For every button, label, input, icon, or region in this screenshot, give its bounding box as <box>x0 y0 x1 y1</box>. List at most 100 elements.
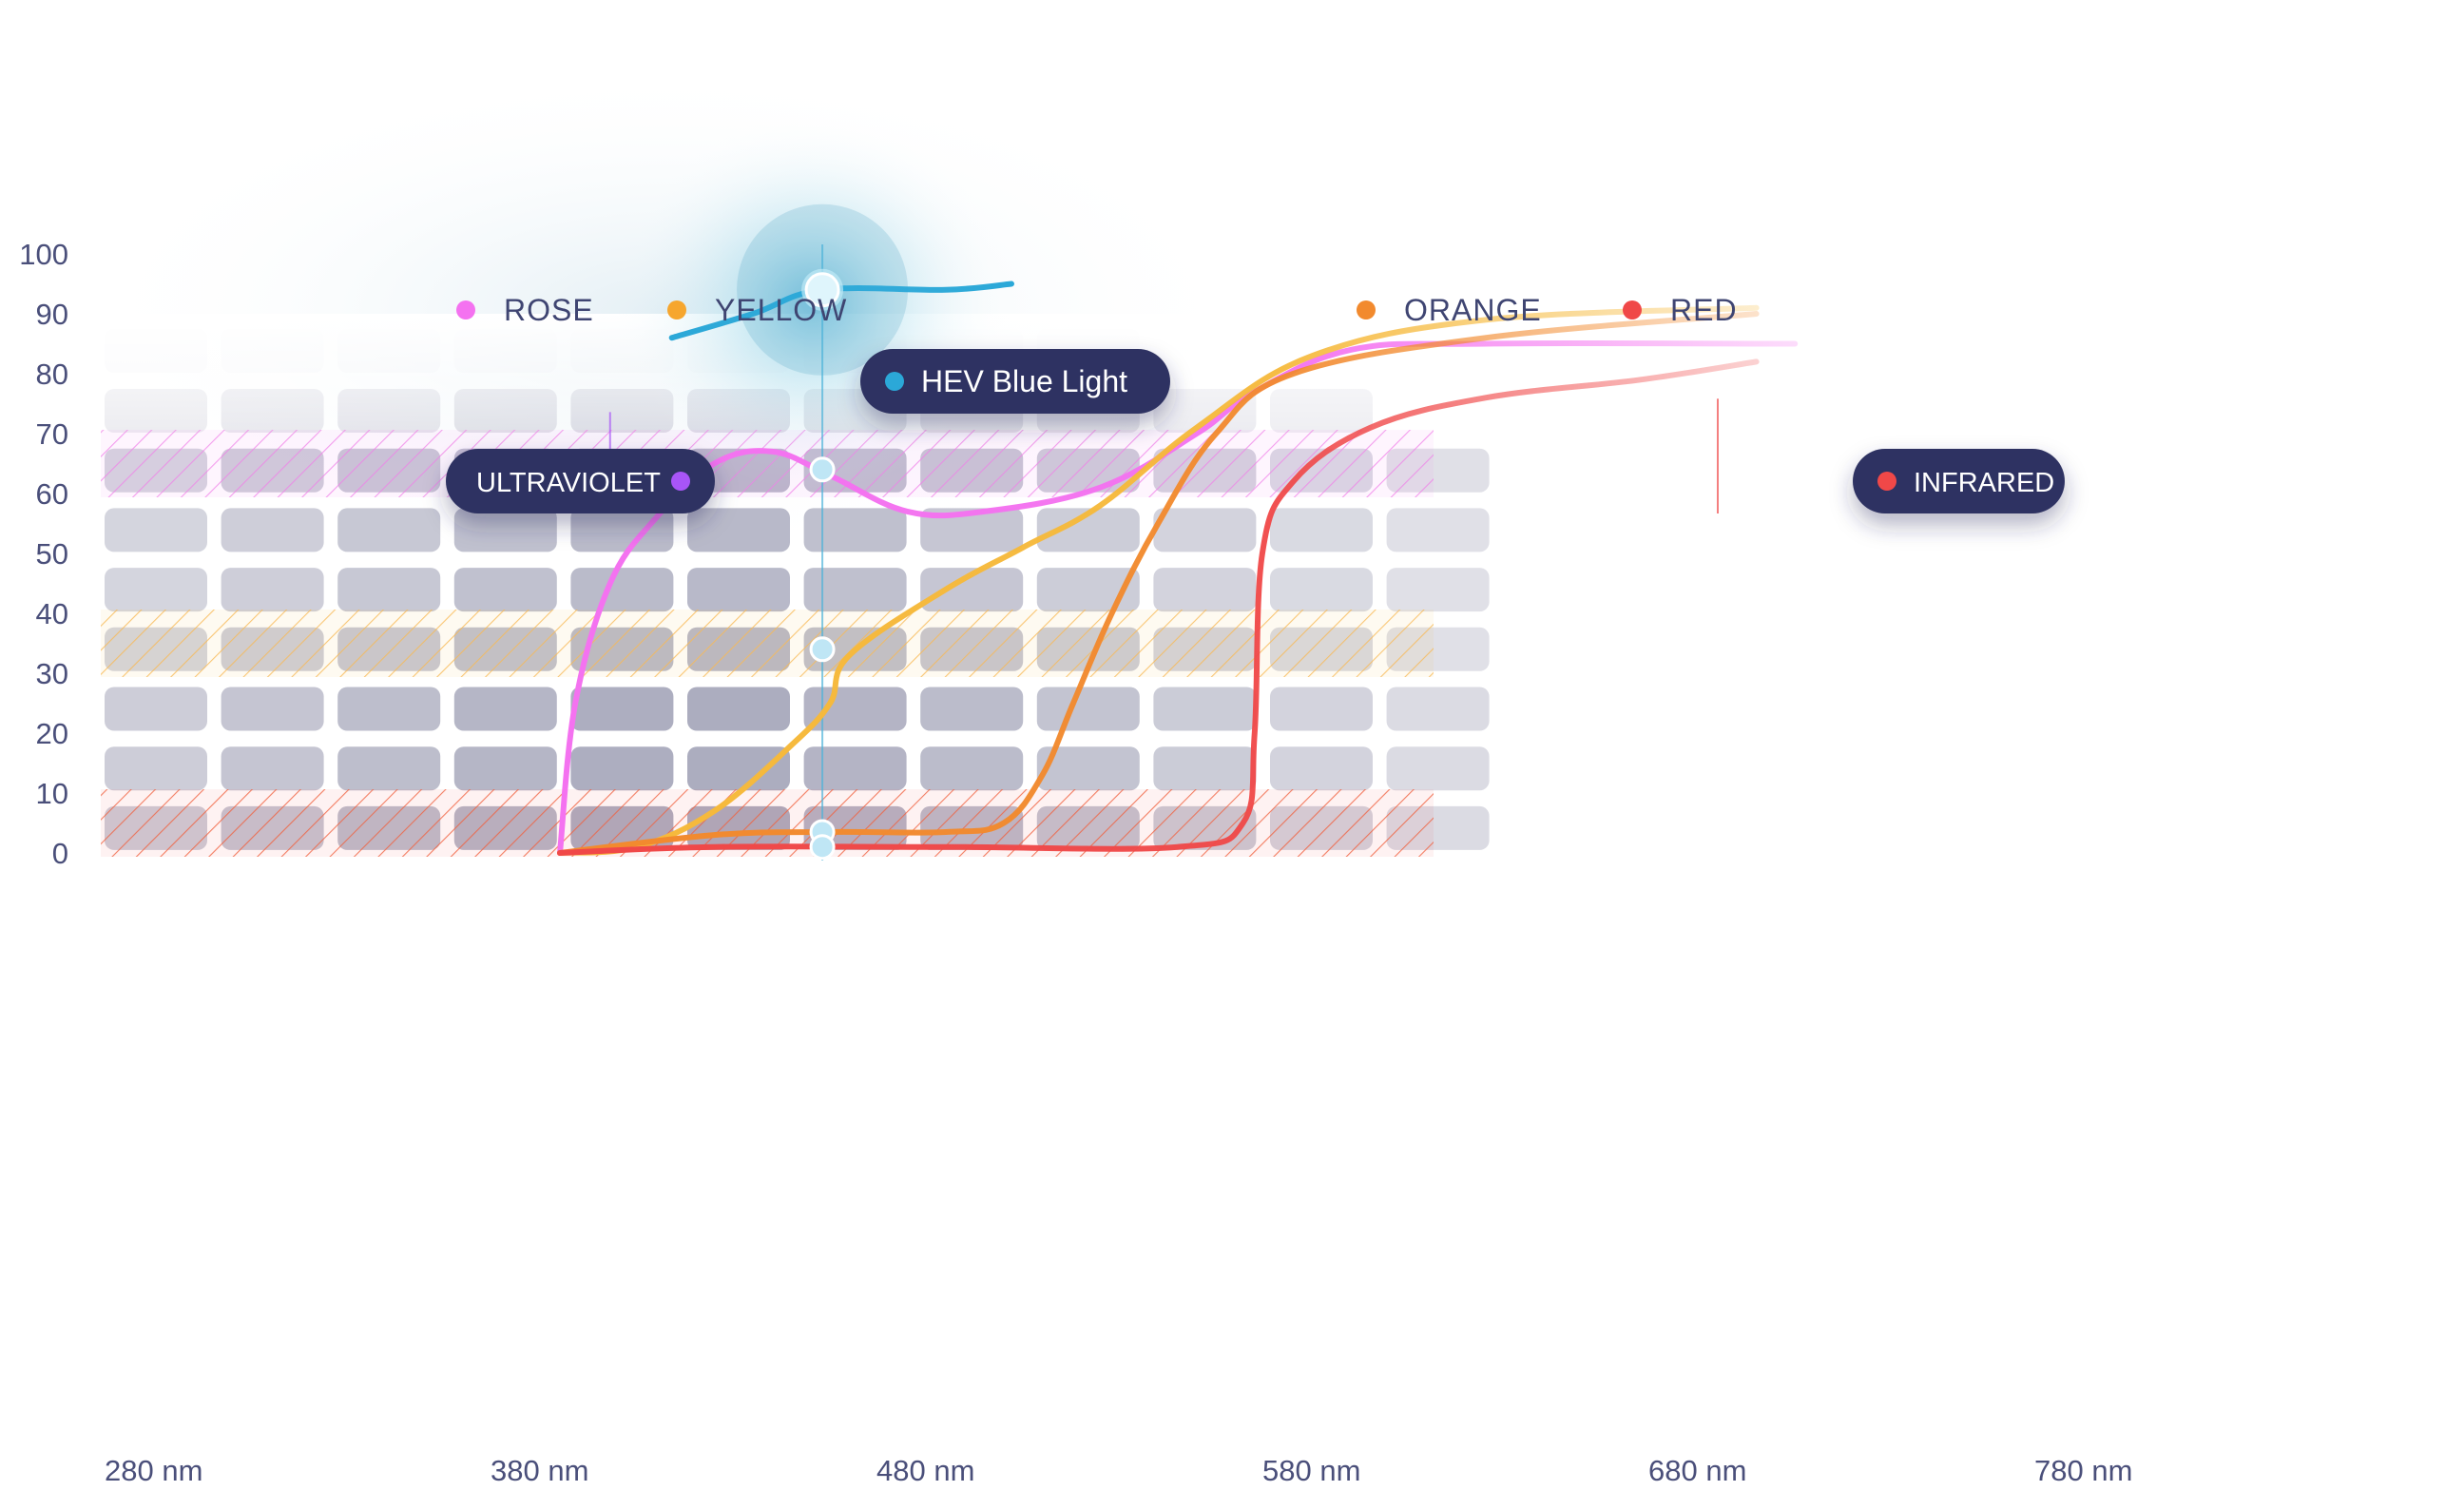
grid-cell <box>1270 568 1373 612</box>
annotation-dot <box>885 372 904 391</box>
grid-cell <box>803 568 907 612</box>
annotation-label: HEV Blue Light <box>921 364 1127 398</box>
grid-cell <box>105 508 207 552</box>
legend-item-orange: ORANGE <box>1357 293 1542 327</box>
annotation-pill <box>446 449 715 513</box>
grid-cell <box>337 687 441 731</box>
grid-cell <box>1270 508 1373 552</box>
annotation-label: INFRARED <box>1914 468 2054 498</box>
y-tick-label: 60 <box>36 477 68 511</box>
y-tick-label: 0 <box>52 837 68 870</box>
right-fade <box>1806 361 2464 875</box>
x-tick-label: 380 nm <box>491 1454 588 1487</box>
grid-cell <box>1386 568 1490 612</box>
legend-label: ORANGE <box>1404 293 1542 327</box>
edge-fades <box>0 314 2464 875</box>
legend-item-yellow: YELLOW <box>667 293 847 327</box>
x-tick-label: 780 nm <box>2034 1454 2132 1487</box>
legend-item-red: RED <box>1623 293 1738 327</box>
grid-cell <box>221 508 324 552</box>
legend-label: ROSE <box>504 293 594 327</box>
grid-cell <box>105 746 207 791</box>
series-line-yellow <box>557 304 1760 856</box>
grid-cell <box>1153 568 1257 612</box>
grid-cell <box>570 687 674 731</box>
annotation-label: ULTRAVIOLET <box>476 468 661 498</box>
annotation-dot <box>1877 472 1896 491</box>
series-line-rose <box>557 340 1799 856</box>
grid-cell <box>687 508 790 552</box>
y-tick-label: 50 <box>36 537 68 571</box>
grid-cell <box>687 687 790 731</box>
grid-cell <box>1036 687 1140 731</box>
grid-cell <box>1036 568 1140 612</box>
legend-label: RED <box>1670 293 1738 327</box>
legend-dot <box>456 300 475 320</box>
grid-cell <box>453 508 557 552</box>
yellow-band-hatch <box>101 610 1434 677</box>
y-tick-label: 70 <box>36 417 68 451</box>
y-tick-label: 30 <box>36 657 68 690</box>
grid-cell <box>1036 508 1140 552</box>
grid-cell <box>803 508 907 552</box>
annotation-dot <box>671 472 690 491</box>
annotation-ultraviolet: ULTRAVIOLET <box>446 412 715 513</box>
grid-cell <box>453 746 557 791</box>
x-tick-label: 580 nm <box>1262 1454 1360 1487</box>
legend-dot <box>1623 300 1642 320</box>
x-axis-ticks: 280 nm 380 nm 480 nm 580 nm 680 nm 780 nm <box>105 1454 2132 1487</box>
grid-cell <box>687 746 790 791</box>
grid-cell <box>453 687 557 731</box>
grid-cell <box>1270 746 1373 791</box>
y-tick-label: 100 <box>19 238 68 271</box>
marker-hev-blue-light <box>804 272 840 308</box>
grid-cell <box>570 568 674 612</box>
grid-cell <box>570 508 674 552</box>
hatched-bands <box>101 430 1434 857</box>
grid-cell <box>920 508 1024 552</box>
annotation-pill <box>1853 449 2065 513</box>
x-tick-label: 680 nm <box>1648 1454 1746 1487</box>
legend-label: YELLOW <box>715 293 847 327</box>
grid-cell <box>687 568 790 612</box>
y-tick-label: 20 <box>36 717 68 750</box>
legend-dot <box>667 300 686 320</box>
series-markers <box>801 268 844 861</box>
legend: ROSE YELLOW ORANGE RED <box>456 293 1738 327</box>
grid-cell <box>453 568 557 612</box>
grid-cell <box>920 568 1024 612</box>
grid-cell <box>920 746 1024 791</box>
annotation-pill <box>860 349 1170 414</box>
x-tick-label: 480 nm <box>876 1454 974 1487</box>
grid-cell <box>1270 687 1373 731</box>
grid-cell <box>221 568 324 612</box>
grid-cell <box>1386 746 1490 791</box>
grid-cell <box>221 746 324 791</box>
grid-cell <box>803 687 907 731</box>
marker-rose <box>809 456 836 483</box>
y-tick-label: 80 <box>36 358 68 391</box>
grid-cell <box>337 746 441 791</box>
y-tick-label: 40 <box>36 597 68 630</box>
legend-item-rose: ROSE <box>456 293 594 327</box>
series-line-red <box>557 358 1760 856</box>
grid-cell <box>1036 746 1140 791</box>
y-axis-ticks: 0 10 20 30 40 50 60 70 80 90 100 <box>19 238 68 870</box>
grid-cell <box>221 687 324 731</box>
grid-cell <box>920 687 1024 731</box>
grid-cell <box>105 687 207 731</box>
grid-cell <box>1386 508 1490 552</box>
grid-cell <box>803 746 907 791</box>
grid-cell <box>1153 687 1257 731</box>
annotation-infrared: INFRARED <box>1717 398 2065 513</box>
marker-red <box>809 834 836 861</box>
marker-yellow <box>809 636 836 663</box>
grid-cell <box>105 568 207 612</box>
grid-cell <box>1386 687 1490 731</box>
grid-cell <box>570 746 674 791</box>
annotations: ULTRAVIOLET HEV Blue Light INFRARED <box>446 349 2065 513</box>
legend-dot <box>1357 300 1376 320</box>
x-tick-label: 280 nm <box>105 1454 202 1487</box>
